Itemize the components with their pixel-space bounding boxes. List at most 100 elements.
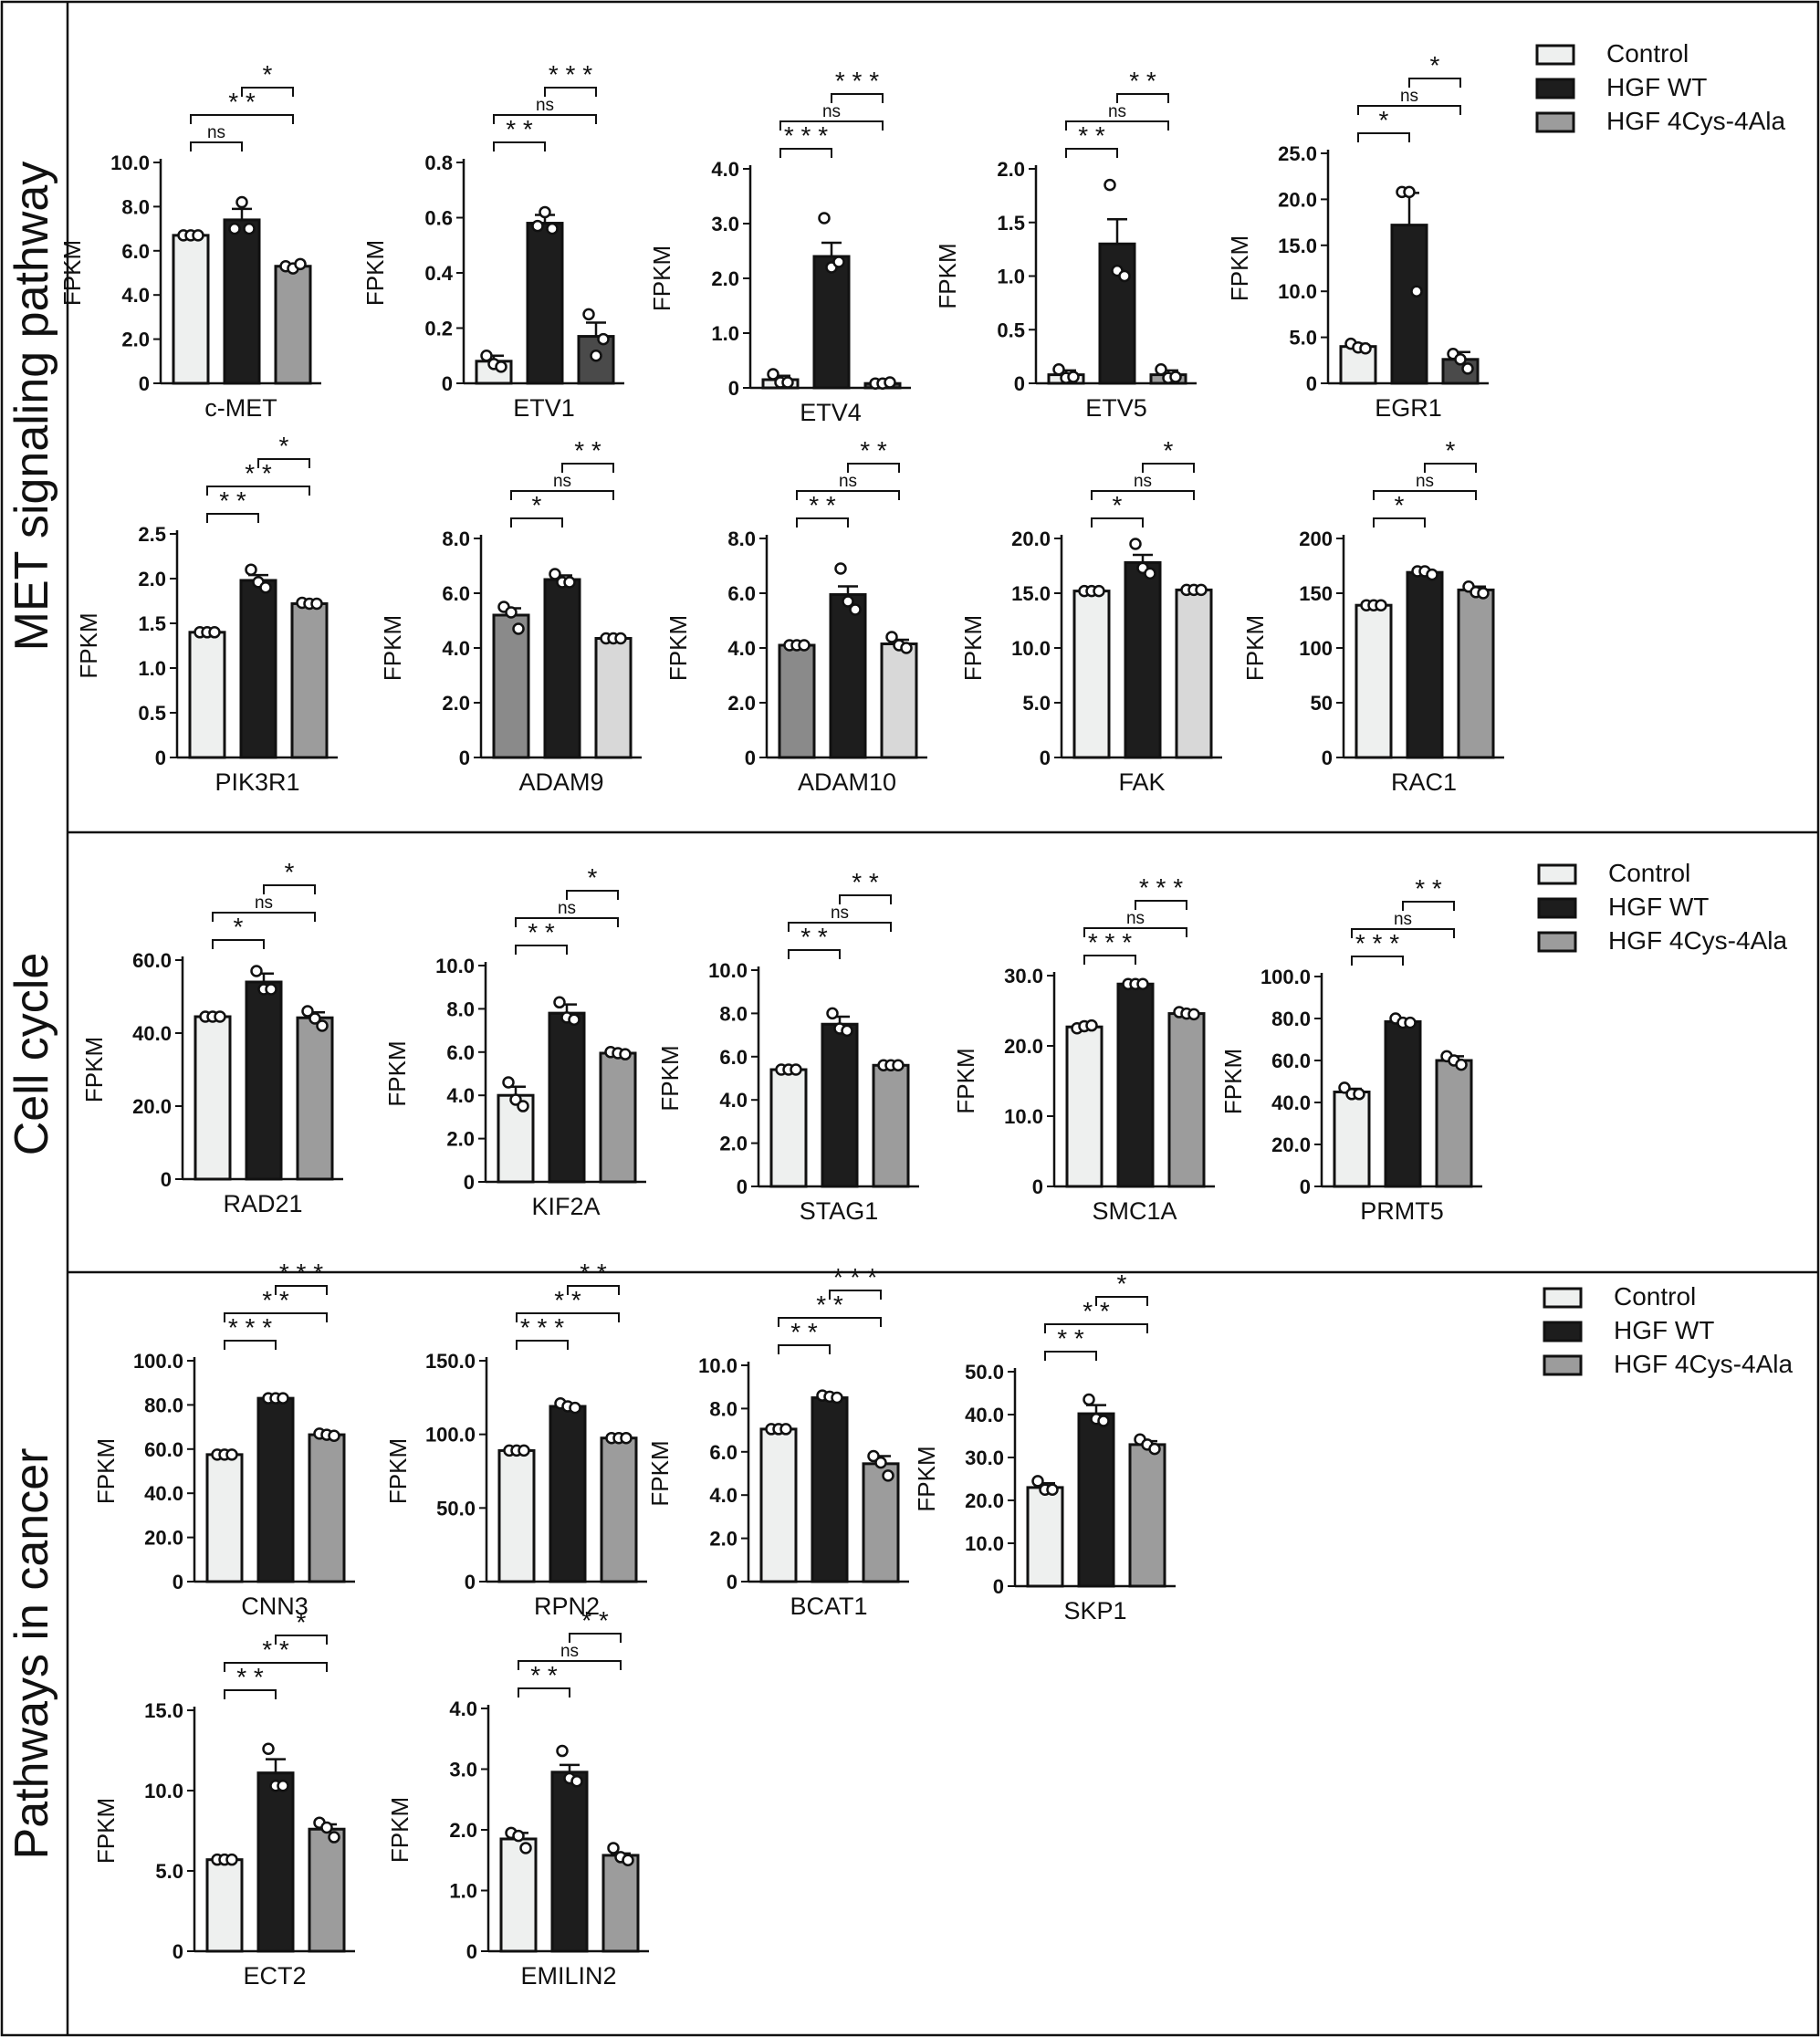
y-axis-label: FPKM (656, 1045, 684, 1111)
data-point (622, 1854, 634, 1866)
significance-bracket: * * * (831, 67, 884, 103)
data-point (842, 595, 854, 608)
bar-hgf-wt (550, 1771, 589, 1953)
significance-bracket: ns (1373, 472, 1477, 500)
significance-label: * (1164, 436, 1174, 465)
data-point (1187, 1008, 1200, 1021)
data-point (841, 1024, 853, 1038)
bar-hgf-wt (821, 1022, 859, 1188)
data-point (553, 996, 566, 1009)
data-point (1104, 178, 1116, 192)
significance-bracket: * * (1402, 874, 1455, 911)
chart-title: KIF2A (531, 1193, 600, 1220)
y-tick-label: 0 (1300, 1175, 1311, 1198)
y-tick-label: 10.0 (144, 1780, 183, 1802)
data-point (867, 1449, 880, 1463)
y-tick-label: 3.0 (449, 1759, 477, 1781)
data-point (316, 1019, 329, 1032)
y-tick-label: 0 (993, 1575, 1004, 1598)
bar-hgf-wt (543, 578, 581, 759)
y-tick-label: 20.0 (132, 1095, 172, 1118)
significance-bracket: * * * (1351, 929, 1404, 966)
data-point (790, 1063, 802, 1076)
legend-swatch (1543, 1287, 1583, 1309)
significance-bracket: * * (515, 918, 568, 955)
data-point (607, 1842, 620, 1854)
bar-hgf-wt (811, 1396, 849, 1583)
y-tick-label: 20.0 (965, 1489, 1004, 1512)
data-point (1136, 977, 1149, 990)
bracket-line (566, 890, 619, 900)
data-point (1353, 1088, 1365, 1101)
significance-label: * * (580, 1259, 607, 1287)
data-point (1097, 1415, 1110, 1427)
chart-title: SMC1A (1092, 1197, 1177, 1225)
bar-hgf-4cys-4ala (1128, 1443, 1166, 1588)
data-point (569, 1401, 581, 1415)
significance-bracket: * * (1044, 1324, 1097, 1361)
chart-title: ETV4 (800, 399, 862, 426)
data-point (277, 1392, 289, 1405)
legend-swatch (1535, 78, 1575, 99)
data-point (320, 1821, 333, 1834)
bracket-line (1044, 1323, 1148, 1333)
data-point (568, 1013, 581, 1026)
data-point (328, 1429, 340, 1443)
y-tick-label: 10.0 (965, 1532, 1004, 1555)
y-axis-label: FPKM (1219, 1049, 1247, 1114)
significance-bracket: ns (515, 899, 619, 927)
y-tick-label: 1.0 (711, 322, 739, 345)
legend-swatch (1543, 1321, 1583, 1342)
data-point (1148, 1442, 1161, 1456)
y-tick-label: 100.0 (1260, 966, 1311, 988)
significance-label: ns (207, 123, 225, 142)
data-point (885, 631, 898, 643)
y-tick-label: 80.0 (144, 1394, 183, 1416)
y-tick-label: 0 (745, 747, 756, 769)
bar-control (492, 613, 530, 759)
data-point (243, 222, 256, 235)
data-point (277, 1779, 289, 1792)
chart-rac1: 200 150 100 50 0 FPKM RAC1 * ns * (1241, 436, 1504, 796)
significance-label: * * (860, 436, 887, 465)
y-tick-label: 1.5 (138, 612, 166, 635)
bracket-line (493, 114, 597, 124)
y-tick-label: 0 (466, 1940, 477, 1963)
data-point (225, 1853, 238, 1866)
significance-bracket: * (1357, 106, 1410, 142)
significance-bracket: * (241, 60, 294, 97)
legend-swatch (1535, 44, 1575, 66)
y-tick-label: 2.0 (727, 692, 756, 715)
y-tick-label: 0 (139, 372, 150, 395)
data-point (1404, 1016, 1417, 1029)
y-tick-label: 50.0 (436, 1497, 476, 1520)
data-point (1426, 568, 1438, 581)
y-tick-label: 50.0 (965, 1361, 1004, 1384)
bracket-line (839, 894, 892, 904)
bar-control (205, 1453, 244, 1583)
legend-3: Control HGF WT HGF 4Cys-4Ala (1543, 1282, 1793, 1378)
y-axis-label: FPKM (934, 243, 961, 308)
y-tick-label: 25.0 (1278, 142, 1317, 165)
y-tick-label: 6.0 (709, 1441, 737, 1464)
legend-label: Control (1608, 859, 1690, 887)
significance-bracket: ns (788, 904, 892, 932)
significance-bracket: ns (1083, 909, 1187, 937)
chart-prmt5: 100.0 80.0 60.0 40.0 20.0 0 FPKM PRMT5 * * *ns* … (1219, 874, 1482, 1225)
legend-label: Control (1614, 1282, 1696, 1311)
legend-swatch (1537, 863, 1577, 885)
bracket-line (778, 1344, 831, 1354)
bracket-line (1091, 490, 1195, 500)
y-tick-label: 0 (465, 1571, 476, 1593)
legend-swatch (1535, 111, 1575, 133)
data-point (518, 1444, 530, 1457)
section-label-met: MET signaling pathway (5, 162, 58, 652)
bracket-line (493, 141, 546, 151)
y-tick-label: 20.0 (1271, 1133, 1311, 1156)
chart-egr1: 25.0 20.0 15.0 10.0 5.0 0 FPKM EGR1 * ns * (1226, 51, 1489, 422)
significance-label: * * * (520, 1313, 564, 1342)
